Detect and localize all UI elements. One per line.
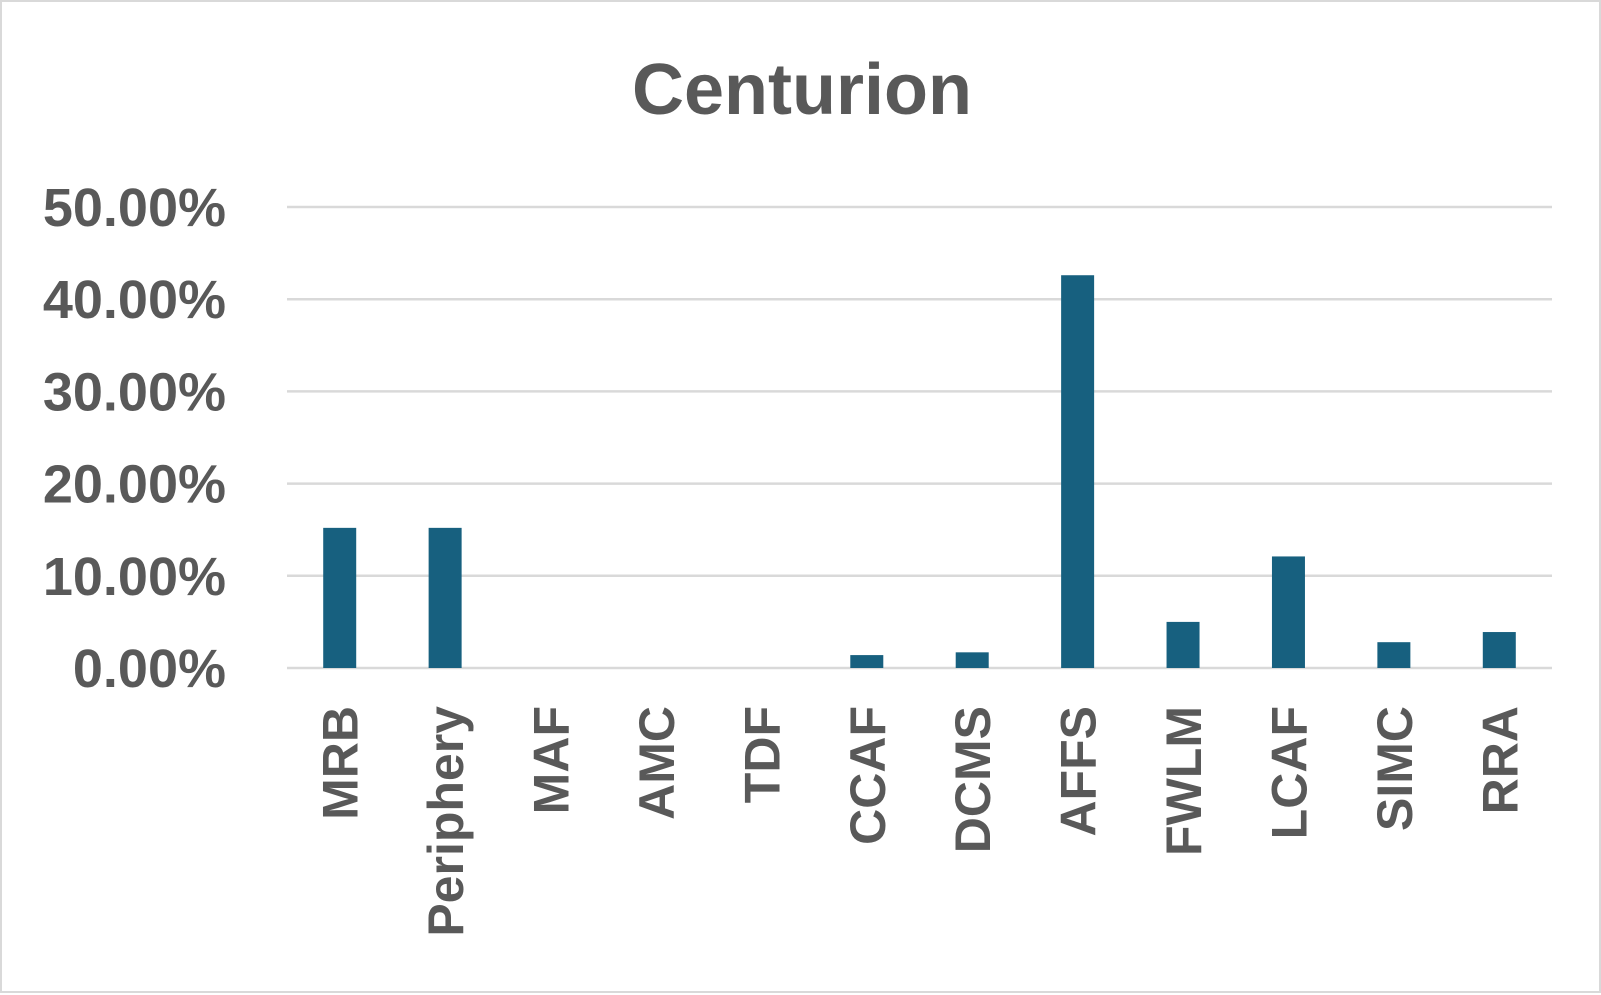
- y-axis-tick-labels: 0.00% 10.00% 20.00% 30.00% 40.00% 50.00%: [43, 178, 226, 699]
- x-tick-label: SIMC: [1367, 706, 1423, 831]
- y-tick-label: 20.00%: [43, 455, 226, 515]
- x-tick-label: LCAF: [1261, 706, 1317, 839]
- bar-affs: [1061, 275, 1095, 668]
- x-tick-label: DCMS: [945, 706, 1001, 853]
- bar-fwlm: [1166, 621, 1200, 668]
- gridlines: [287, 205, 1552, 670]
- y-tick-label: 40.00%: [43, 270, 226, 330]
- x-tick-label: AFFS: [1051, 706, 1107, 837]
- y-tick-label: 10.00%: [43, 547, 226, 607]
- x-axis-tick-labels: MRB Periphery MAF AMC TDF CCAF DCMS AFFS FWLM LCA…: [313, 706, 1529, 937]
- x-tick-label: Periphery: [418, 706, 474, 937]
- x-tick-label: FWLM: [1156, 706, 1212, 856]
- bar-mrb: [323, 527, 357, 668]
- bar-ccaf: [850, 655, 884, 668]
- x-tick-label: AMC: [629, 706, 685, 820]
- y-tick-label: 0.00%: [73, 639, 226, 699]
- x-tick-label: MRB: [313, 706, 369, 820]
- bar-rra: [1482, 632, 1516, 668]
- chart-title: Centurion: [632, 50, 972, 130]
- x-tick-label: CCAF: [840, 706, 896, 845]
- bar-dcms: [955, 652, 989, 668]
- y-tick-label: 30.00%: [43, 362, 226, 422]
- y-tick-label: 50.00%: [43, 178, 226, 238]
- bars: [323, 275, 1516, 668]
- bar-lcaf: [1271, 556, 1305, 668]
- x-tick-label: TDF: [734, 706, 790, 803]
- bar-simc: [1377, 642, 1411, 668]
- x-tick-label: RRA: [1472, 706, 1528, 814]
- bar-periphery: [428, 527, 462, 668]
- x-tick-label: MAF: [524, 706, 580, 814]
